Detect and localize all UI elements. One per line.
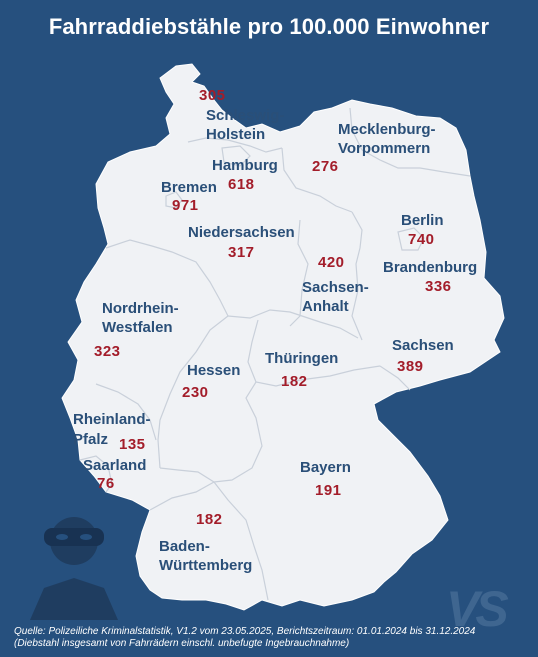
map-title: Fahrraddiebstähle pro 100.000 Einwohner — [48, 14, 490, 39]
value-sachsen: 389 — [397, 358, 424, 375]
value-thueringen: 182 — [281, 373, 308, 390]
germany-outline — [61, 63, 505, 611]
hamburg-border — [221, 145, 251, 167]
label-brandenburg: Brandenburg — [383, 259, 478, 276]
value-hessen: 230 — [182, 384, 209, 401]
label-thueringen: Thüringen — [265, 350, 339, 367]
value-bremen: 971 — [172, 197, 199, 214]
publisher-logo: VS — [446, 581, 509, 637]
label-niedersachsen: Niedersachsen — [188, 224, 295, 241]
value-niedersachsen: 317 — [228, 244, 255, 261]
value-baden-wuerttemberg: 182 — [196, 511, 223, 528]
label-schleswig-holstein-1: Schleswig- — [206, 107, 285, 124]
label-baden-wuerttemberg-2: Württemberg — [159, 557, 253, 574]
source-note: Quelle: Polizeiliche Kriminalstatistik, … — [14, 626, 534, 649]
source-line-1: Quelle: Polizeiliche Kriminalstatistik, … — [14, 626, 476, 637]
value-nordrhein-westfalen: 323 — [94, 343, 121, 360]
label-rheinland-pfalz-1: Rheinland- — [73, 411, 151, 428]
label-saarland: Saarland — [83, 457, 147, 474]
label-sachsen-anhalt-1: Sachsen- — [302, 279, 369, 296]
thief-icon — [30, 517, 118, 620]
bremen-border — [165, 191, 183, 209]
source-line-2: (Diebstahl insgesamt von Fahrrädern eins… — [14, 637, 350, 649]
value-sachsen-anhalt: 420 — [318, 254, 345, 271]
value-mecklenburg-vorpommern: 276 — [312, 158, 339, 175]
label-baden-wuerttemberg-1: Baden- — [159, 538, 210, 555]
label-mecklenburg-vorpommern-2: Vorpommern — [338, 140, 431, 157]
label-nordrhein-westfalen-1: Nordrhein- — [102, 300, 179, 317]
label-berlin: Berlin — [401, 212, 444, 229]
label-mecklenburg-vorpommern-1: Mecklenburg- — [338, 121, 436, 138]
label-hessen: Hessen — [187, 362, 241, 379]
value-schleswig-holstein: 305 — [199, 87, 226, 104]
label-schleswig-holstein-2: Holstein — [206, 126, 266, 143]
value-saarland: 76 — [97, 475, 115, 492]
label-nordrhein-westfalen-2: Westfalen — [102, 319, 173, 336]
label-bremen: Bremen — [161, 179, 217, 196]
value-rheinland-pfalz: 135 — [119, 436, 146, 453]
value-bayern: 191 — [315, 482, 342, 499]
label-rheinland-pfalz-2: Pfalz — [73, 431, 109, 448]
label-sachsen: Sachsen — [392, 337, 454, 354]
value-hamburg: 618 — [228, 176, 255, 193]
label-sachsen-anhalt-2: Anhalt — [302, 298, 349, 315]
label-bayern: Bayern — [300, 459, 351, 476]
label-hamburg: Hamburg — [212, 157, 278, 174]
berlin-border — [397, 227, 425, 251]
state-borders — [79, 107, 471, 601]
value-brandenburg: 336 — [425, 278, 452, 295]
value-berlin: 740 — [408, 231, 435, 248]
